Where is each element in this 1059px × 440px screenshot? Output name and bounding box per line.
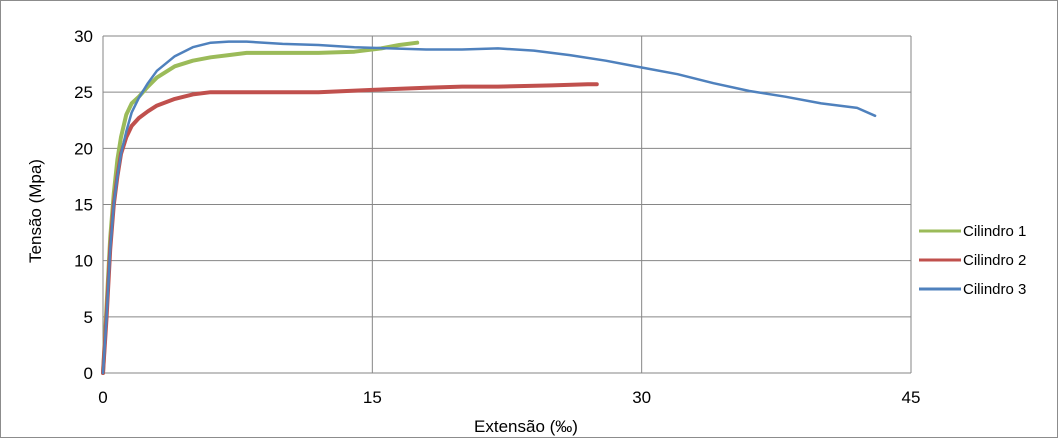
y-tick-label: 20 <box>74 139 93 158</box>
y-tick-label: 5 <box>84 308 93 327</box>
x-tick-label: 0 <box>98 388 107 407</box>
y-tick-labels: 0 5 10 15 20 25 30 <box>74 27 93 383</box>
x-axis-title: Extensão (‰) <box>474 417 578 436</box>
y-tick-label: 25 <box>74 83 93 102</box>
x-tick-labels: 0 15 30 45 <box>98 388 920 407</box>
y-axis-title: Tensão (Mpa) <box>26 159 45 263</box>
y-tick-label: 0 <box>84 364 93 383</box>
x-tick-label: 30 <box>632 388 651 407</box>
x-tick-label: 45 <box>902 388 921 407</box>
y-tick-label: 10 <box>74 252 93 271</box>
legend-label: Cilindro 3 <box>963 281 1026 298</box>
x-tick-label: 15 <box>363 388 382 407</box>
series-lines <box>101 40 877 375</box>
series-line-cilindro-2 <box>101 82 599 375</box>
legend-label: Cilindro 1 <box>963 223 1026 240</box>
y-tick-label: 30 <box>74 27 93 46</box>
series-line-cilindro-3 <box>101 40 877 375</box>
y-tick-label: 15 <box>74 196 93 215</box>
legend-label: Cilindro 2 <box>963 252 1026 269</box>
legend: Cilindro 1 Cilindro 2 Cilindro 3 <box>919 223 1026 298</box>
